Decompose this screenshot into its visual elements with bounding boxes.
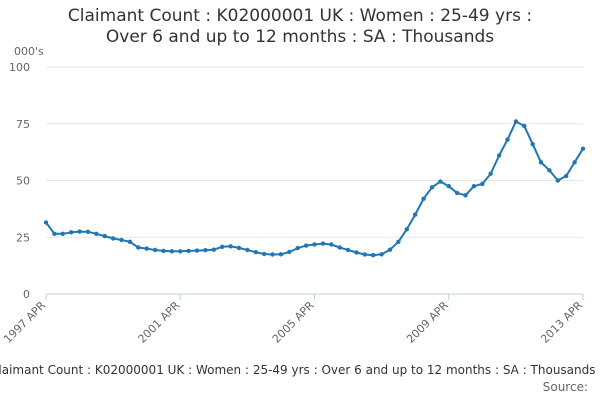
- source-label: Source:: [542, 380, 588, 394]
- data-point: [530, 142, 535, 147]
- data-point: [245, 247, 250, 253]
- chart-title-line-1: Claimant Count : K02000001 UK : Women : …: [67, 6, 533, 26]
- data-point: [186, 248, 191, 254]
- data-point: [228, 244, 233, 249]
- data-point: [144, 246, 149, 251]
- data-point: [572, 160, 577, 165]
- data-point: [77, 229, 82, 234]
- data-point: [471, 184, 477, 189]
- data-point: [387, 247, 393, 252]
- y-axis-label: 000's: [14, 45, 44, 58]
- data-point: [43, 220, 49, 225]
- data-point: [320, 241, 326, 246]
- gridlines: [46, 66, 583, 238]
- data-point: [337, 245, 342, 250]
- x-tick-label: 2009 APR: [404, 299, 451, 346]
- data-point: [178, 249, 183, 254]
- data-point: [94, 231, 99, 236]
- data-point: [345, 247, 351, 253]
- data-point: [102, 233, 107, 239]
- axes: 0 25 50 75 100 1997 APR 2001 APR 2005 APR 2009 A…: [1, 61, 585, 346]
- data-point: [127, 239, 133, 244]
- data-point: [69, 230, 74, 235]
- y-tick-label: 75: [16, 118, 30, 131]
- data-point: [194, 248, 200, 253]
- data-point: [564, 173, 569, 179]
- x-tick-label: 2005 APR: [270, 299, 317, 346]
- chart-title-line-2: Over 6 and up to 12 months : SA : Thousa…: [105, 27, 495, 47]
- y-tick-label: 0: [23, 288, 30, 301]
- data-point: [371, 253, 376, 258]
- data-point: [480, 181, 485, 187]
- data-point: [278, 252, 284, 257]
- data-point: [463, 193, 468, 198]
- data-point: [538, 160, 544, 165]
- x-tick-label: 1997 APR: [1, 299, 48, 346]
- x-tick-label: 2001 APR: [135, 299, 182, 346]
- data-point: [136, 245, 141, 250]
- data-point: [287, 249, 292, 255]
- y-tick-label: 50: [16, 175, 30, 188]
- data-point: [211, 247, 216, 252]
- data-point: [404, 227, 409, 232]
- series-layer: [43, 119, 586, 258]
- x-tick-label: 2013 APR: [538, 299, 585, 346]
- data-point: [161, 248, 166, 254]
- y-tick-label: 100: [9, 61, 30, 74]
- data-point: [488, 171, 493, 176]
- data-point: [85, 229, 91, 234]
- data-point: [505, 137, 510, 142]
- caption-text: Claimant Count : K02000001 UK : Women : …: [0, 363, 596, 377]
- data-point: [580, 146, 586, 151]
- data-point: [236, 245, 242, 251]
- data-point: [312, 242, 317, 247]
- data-point: [454, 190, 460, 196]
- data-point: [421, 196, 426, 201]
- data-point: [396, 239, 401, 244]
- data-point: [60, 231, 65, 236]
- caption: Claimant Count : K02000001 UK : Women : …: [0, 363, 600, 381]
- data-point: [152, 247, 158, 253]
- data-point: [362, 252, 367, 257]
- data-point: [354, 250, 359, 255]
- data-point: [547, 168, 552, 173]
- data-point: [446, 184, 451, 189]
- data-point: [169, 249, 175, 254]
- data-point: [110, 236, 116, 241]
- data-point: [295, 245, 300, 251]
- data-point: [513, 119, 519, 124]
- data-point: [220, 244, 225, 249]
- data-point: [262, 251, 267, 257]
- data-point: [52, 231, 57, 236]
- data-point: [438, 179, 443, 184]
- data-point: [253, 250, 258, 255]
- data-point: [303, 243, 309, 248]
- data-point: [119, 237, 124, 243]
- data-point: [496, 153, 502, 158]
- data-point: [270, 252, 275, 257]
- data-point: [555, 178, 560, 183]
- data-point: [379, 252, 384, 257]
- data-point: [203, 248, 208, 253]
- chart-title: Claimant Count : K02000001 UK : Women : …: [0, 6, 600, 48]
- data-point: [522, 123, 527, 129]
- series-line: [45, 120, 584, 257]
- data-point: [413, 212, 418, 217]
- y-tick-label: 25: [16, 231, 30, 244]
- data-point: [429, 185, 435, 190]
- data-point: [329, 242, 334, 247]
